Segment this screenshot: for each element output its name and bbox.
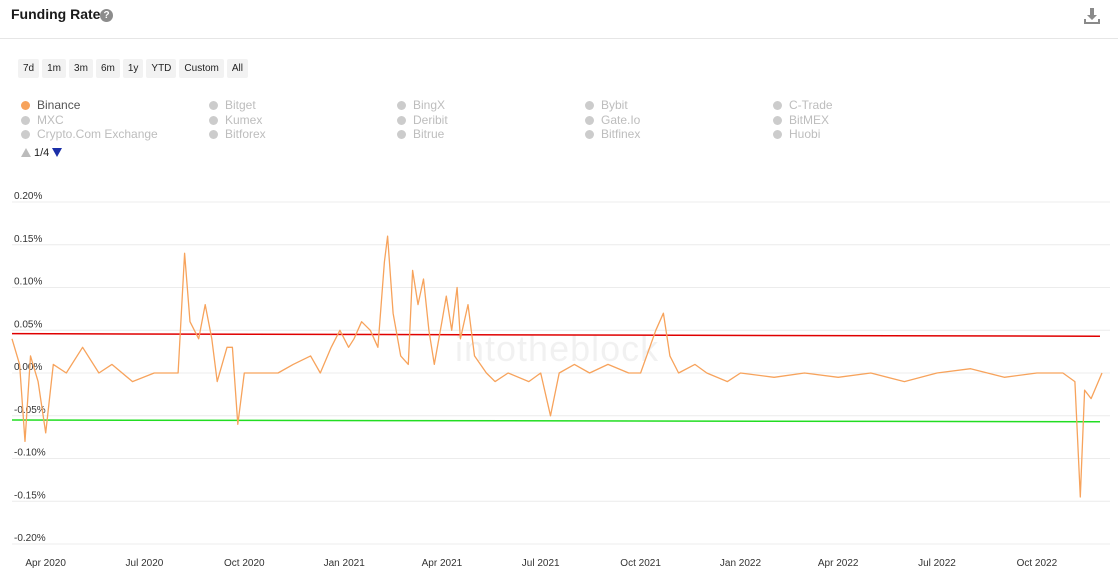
range-button-6m[interactable]: 6m [95, 59, 120, 78]
legend-label: Crypto.Com Exchange [37, 127, 158, 141]
x-tick-label: Oct 2020 [224, 558, 265, 569]
legend-marker-icon [209, 130, 218, 139]
legend-marker-icon [773, 115, 782, 125]
legend-item-bitrue[interactable]: Bitrue [397, 127, 444, 141]
legend-label: Bitget [225, 98, 256, 112]
y-tick-label: -0.15% [14, 490, 46, 501]
legend-marker-icon [397, 115, 406, 125]
legend-item-deribit[interactable]: Deribit [397, 113, 448, 127]
legend-marker-icon [773, 101, 782, 110]
chart-title: Funding Rate [11, 6, 101, 22]
legend-marker-icon [209, 101, 218, 110]
legend-label: Huobi [789, 127, 821, 141]
y-tick-label: 0.05% [14, 319, 42, 330]
legend-item-c-trade[interactable]: C-Trade [773, 98, 833, 112]
chart-legend: Binance Bitget BingX Bybit C-Trade MXC Kumex De… [21, 96, 1111, 146]
y-tick-label: 0.00% [14, 362, 42, 373]
legend-label: Bybit [601, 98, 628, 112]
legend-label: C-Trade [789, 98, 833, 112]
range-button-1m[interactable]: 1m [42, 59, 67, 78]
time-range-selector: 7d 1m 3m 6m 1y YTD Custom All [18, 58, 251, 78]
legend-item-gate-io[interactable]: Gate.Io [585, 113, 640, 127]
x-tick-label: Apr 2022 [818, 558, 859, 569]
legend-marker-icon [397, 101, 406, 110]
x-tick-label: Apr 2021 [422, 558, 463, 569]
range-button-3m[interactable]: 3m [69, 59, 93, 78]
upper-threshold-line [11, 332, 1101, 337]
y-tick-label: 0.10% [14, 277, 42, 288]
legend-item-bybit[interactable]: Bybit [585, 98, 628, 112]
range-button-ytd[interactable]: YTD [146, 59, 177, 78]
legend-marker-icon [21, 115, 30, 125]
legend-marker-icon [585, 115, 594, 125]
pager-up-arrow-icon[interactable] [21, 148, 31, 157]
legend-label: Gate.Io [601, 112, 641, 127]
x-tick-label: Jul 2022 [918, 558, 956, 569]
legend-marker-icon [585, 101, 594, 110]
legend-item-binance[interactable]: Binance [21, 98, 80, 112]
x-tick-label: Oct 2022 [1017, 558, 1058, 569]
legend-item-bitforex[interactable]: Bitforex [209, 127, 266, 141]
chart-header: Funding Rate ? [0, 0, 1118, 39]
x-tick-label: Jan 2022 [720, 558, 762, 569]
range-button-custom[interactable]: Custom [179, 59, 224, 78]
legend-item-bingx[interactable]: BingX [397, 98, 445, 112]
funding-rate-chart: 0.20% 0.15% 0.10% 0.05% 0.00% -0.05% -0.10% -0.… [11, 191, 1110, 569]
y-tick-label: -0.10% [14, 448, 46, 459]
legend-item-bitget[interactable]: Bitget [209, 98, 256, 112]
x-tick-label: Apr 2020 [25, 558, 66, 569]
legend-item-crypto-com-exchange[interactable]: Crypto.Com Exchange [21, 127, 158, 141]
legend-item-mxc[interactable]: MXC [21, 113, 64, 127]
legend-label: Kumex [225, 112, 263, 127]
pager-down-arrow-icon[interactable] [52, 148, 63, 157]
legend-marker-icon [209, 115, 218, 125]
series-line-binance[interactable] [11, 235, 1103, 498]
legend-label: Deribit [413, 112, 448, 127]
legend-label: Bitforex [225, 127, 266, 141]
download-icon[interactable] [1083, 7, 1101, 25]
y-tick-label: -0.20% [14, 533, 46, 544]
lower-threshold-line [11, 419, 1101, 423]
legend-marker-icon [773, 130, 782, 139]
y-tick-label: -0.05% [14, 405, 46, 416]
legend-label: Bitrue [413, 127, 445, 141]
x-tick-label: Jan 2021 [324, 558, 366, 569]
legend-marker-icon [21, 130, 30, 139]
y-tick-label: 0.15% [14, 234, 42, 245]
legend-item-kumex[interactable]: Kumex [209, 113, 262, 127]
legend-marker-icon [21, 101, 30, 110]
range-button-1y[interactable]: 1y [122, 59, 144, 78]
legend-marker-icon [585, 130, 594, 139]
legend-item-bitmex[interactable]: BitMEX [773, 113, 829, 127]
pager-label: 1/4 [34, 147, 50, 159]
legend-item-huobi[interactable]: Huobi [773, 127, 820, 141]
range-button-7d[interactable]: 7d [18, 59, 40, 78]
legend-label: BingX [413, 98, 446, 112]
legend-pager: 1/4 [21, 147, 63, 159]
legend-label: MXC [37, 112, 64, 127]
range-button-all[interactable]: All [226, 59, 248, 78]
x-tick-label: Jul 2021 [522, 558, 560, 569]
help-icon[interactable]: ? [100, 9, 113, 22]
x-tick-label: Jul 2020 [126, 558, 164, 569]
x-tick-label: Oct 2021 [620, 558, 661, 569]
legend-item-bitfinex[interactable]: Bitfinex [585, 127, 640, 141]
legend-marker-icon [397, 130, 406, 139]
y-tick-label: 0.20% [14, 191, 42, 202]
legend-label: Binance [37, 98, 81, 112]
legend-label: Bitfinex [601, 127, 641, 141]
legend-label: BitMEX [789, 112, 830, 127]
